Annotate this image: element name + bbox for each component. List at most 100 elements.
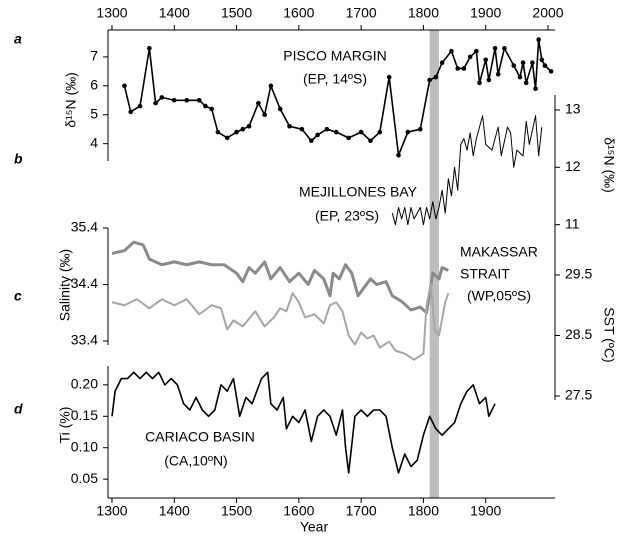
data-point: [122, 83, 127, 89]
data-point: [467, 54, 473, 60]
data-point: [418, 126, 423, 132]
y-tick-label: 7: [90, 48, 98, 64]
data-point: [224, 135, 230, 141]
data-point: [483, 57, 489, 63]
y-tick-label: 33.4: [71, 332, 98, 348]
y-axis-title: δ¹⁵N (‰): [63, 72, 79, 128]
y-tick-label: 0.05: [71, 470, 98, 486]
y-tick-label: 6: [90, 77, 98, 93]
data-point: [539, 57, 545, 63]
data-point: [262, 112, 267, 118]
data-line: [123, 38, 552, 157]
y-tick-label: 0.15: [71, 407, 98, 423]
y2-axis-title: SST (ºC): [601, 307, 617, 362]
annotation: (WP,05ºS): [467, 288, 531, 304]
x-tick-label: 1700: [346, 503, 377, 519]
data-point: [495, 71, 501, 77]
y-tick-label: 5: [90, 105, 98, 121]
annotation: MAKASSAR: [460, 244, 538, 260]
y-axis-title: Salinity (‰): [57, 249, 73, 321]
data-point: [474, 48, 479, 54]
x-tick-label: 1800: [408, 5, 439, 21]
data-point: [256, 100, 261, 106]
data-point: [517, 74, 523, 80]
background-layer: [429, 30, 439, 498]
data-point: [203, 103, 208, 109]
panel-label: a: [14, 31, 22, 47]
data-point: [492, 45, 498, 51]
data-point: [477, 80, 482, 86]
data-point: [215, 129, 221, 135]
data-point: [439, 60, 445, 65]
data-point: [523, 80, 529, 86]
data-point: [502, 45, 507, 51]
x-tick-label: 1600: [283, 5, 314, 21]
data-line: [111, 240, 449, 315]
x-tick-label: 1600: [283, 503, 314, 519]
panel-label: d: [14, 401, 23, 417]
annotation: (EP, 14ºS): [303, 71, 367, 87]
annotation: CARIACO BASIN: [145, 429, 255, 445]
data-point: [153, 100, 158, 106]
data-point: [277, 106, 283, 112]
data-point: [171, 97, 177, 103]
data-point: [427, 77, 432, 83]
data-line: [111, 371, 496, 474]
data-point: [533, 86, 538, 92]
data-point: [520, 60, 526, 65]
data-line: [391, 115, 543, 226]
data-point: [548, 69, 554, 74]
data-point: [358, 129, 364, 135]
data-point: [324, 126, 330, 132]
y2-tick-label: 13: [565, 101, 581, 117]
x-axis-title: Year: [300, 519, 329, 535]
data-point: [268, 83, 274, 89]
data-point: [536, 37, 541, 42]
data-point: [209, 106, 214, 112]
y2-tick-label: 27.5: [565, 387, 592, 403]
x-tick-label: 1900: [470, 5, 501, 21]
annotation: PISCO MARGIN: [283, 48, 386, 64]
data-point: [455, 66, 460, 71]
x-tick-label: 1300: [96, 5, 127, 21]
data-point: [396, 152, 401, 158]
data-point: [433, 74, 439, 80]
x-tick-label: 1500: [221, 5, 252, 21]
data-point: [405, 129, 411, 135]
data-point: [486, 77, 492, 83]
data-point: [346, 135, 351, 141]
x-tick-label: 1800: [408, 503, 439, 519]
x-tick-label: 2000: [532, 5, 563, 21]
data-point: [511, 63, 517, 68]
y2-tick-label: 29.5: [565, 266, 592, 282]
annotation: MEJILLONES BAY: [299, 184, 418, 200]
y-tick-label: 4: [90, 134, 98, 150]
data-point: [128, 109, 133, 115]
data-point: [240, 126, 246, 132]
y-tick-label: 34.4: [71, 275, 98, 291]
data-point: [184, 97, 190, 103]
x-tick-label: 1700: [346, 5, 377, 21]
data-line: [111, 283, 450, 361]
y-tick-label: 0.20: [71, 376, 98, 392]
x-tick-label: 1300: [96, 503, 127, 519]
y-tick-label: 35.4: [71, 219, 98, 235]
data-point: [234, 129, 239, 135]
data-point: [386, 74, 392, 80]
data-point: [299, 126, 305, 132]
data-point: [315, 132, 320, 138]
data-point: [542, 63, 548, 68]
x-tick-label: 1900: [470, 503, 501, 519]
data-point: [309, 138, 314, 144]
data-point: [377, 129, 383, 135]
y2-tick-label: 12: [565, 158, 581, 174]
panel-label: b: [14, 151, 23, 167]
annotation: (CA,10ºN): [164, 453, 227, 469]
annotation: STRAIT: [460, 266, 510, 282]
data-point: [196, 97, 202, 103]
y-tick-label: 0.10: [71, 438, 98, 454]
x-tick-label: 1500: [221, 503, 252, 519]
data-point: [137, 103, 143, 109]
panel-label: c: [14, 288, 22, 304]
